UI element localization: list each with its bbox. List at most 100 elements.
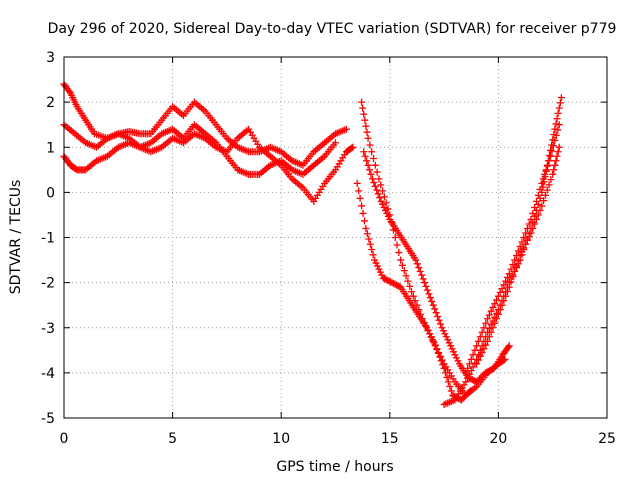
data-point — [522, 240, 530, 248]
data-point — [464, 374, 472, 382]
series-trace-b — [60, 121, 339, 178]
data-point — [516, 252, 524, 260]
data-point — [435, 316, 443, 324]
data-point — [409, 292, 417, 300]
series-trace-c — [60, 125, 357, 205]
data-point — [356, 194, 364, 202]
data-point — [427, 333, 435, 341]
data-point — [428, 297, 436, 305]
data-point — [415, 264, 423, 272]
data-point — [363, 230, 371, 238]
data-point — [538, 202, 546, 210]
data-point — [361, 152, 369, 160]
data-point — [442, 333, 450, 341]
data-point — [349, 143, 357, 151]
data-point — [480, 324, 488, 332]
data-point — [446, 382, 454, 390]
data-point — [482, 319, 490, 327]
data-point — [504, 343, 512, 351]
series-trace-e — [360, 148, 513, 386]
data-point — [478, 349, 486, 357]
data-point — [395, 249, 403, 257]
data-point — [439, 327, 447, 335]
data-point — [551, 136, 559, 144]
data-point — [525, 233, 533, 241]
data-point — [369, 251, 377, 259]
data-point — [553, 152, 561, 160]
data-point — [489, 303, 497, 311]
data-point — [391, 234, 399, 241]
data-point — [423, 324, 431, 332]
data-point — [547, 152, 555, 160]
data-point — [360, 110, 368, 118]
data-point — [438, 324, 446, 332]
data-point — [434, 312, 442, 320]
data-point — [404, 277, 412, 285]
data-point — [534, 191, 542, 199]
data-point — [372, 259, 380, 267]
x-tick-label: 5 — [168, 431, 177, 447]
data-point — [353, 179, 361, 187]
data-point — [538, 179, 546, 187]
data-point — [418, 271, 426, 279]
grid-lines — [64, 57, 607, 418]
data-point — [373, 186, 381, 194]
data-point — [556, 99, 564, 107]
data-point — [491, 300, 499, 308]
data-point — [374, 190, 382, 198]
data-point — [424, 327, 432, 335]
data-point — [467, 355, 475, 363]
data-point — [454, 357, 462, 365]
data-point — [469, 351, 477, 359]
y-tick-label: -3 — [41, 321, 55, 337]
data-point — [498, 301, 506, 309]
plot-frame — [63, 56, 608, 419]
data-point — [370, 179, 378, 187]
data-point — [493, 315, 501, 323]
data-point — [431, 305, 439, 313]
data-point — [348, 144, 356, 152]
data-point — [474, 356, 482, 364]
data-point — [381, 206, 389, 214]
data-point — [365, 235, 373, 243]
data-point — [549, 170, 557, 178]
data-point — [555, 104, 563, 112]
chart-title: Day 296 of 2020, Sidereal Day-to-day VTE… — [48, 21, 617, 37]
data-point — [426, 294, 434, 302]
data-point — [548, 147, 556, 155]
data-point — [439, 361, 447, 369]
data-point — [514, 247, 522, 255]
data-point — [441, 330, 449, 338]
y-tick-label: -4 — [41, 366, 55, 382]
x-tick-label: 20 — [489, 431, 507, 447]
data-point — [550, 166, 558, 174]
data-point — [442, 369, 450, 377]
data-point — [426, 330, 434, 338]
data-point — [371, 256, 379, 264]
data-point — [491, 319, 499, 327]
data-point — [500, 281, 508, 289]
data-point — [503, 273, 511, 281]
data-point — [358, 98, 366, 106]
data-point — [487, 328, 495, 336]
data-point — [534, 211, 542, 219]
data-point — [494, 292, 502, 300]
data-point — [542, 166, 550, 174]
data-point — [450, 348, 458, 356]
data-point — [373, 262, 381, 270]
data-point — [531, 203, 539, 211]
data-point — [397, 256, 405, 264]
data-point — [429, 336, 437, 344]
data-point — [416, 267, 424, 275]
data-point — [422, 282, 430, 290]
data-point — [433, 346, 441, 354]
y-tick-label: -1 — [41, 231, 55, 247]
data-point — [448, 345, 456, 353]
y-tick-label: -5 — [41, 411, 55, 427]
data-point — [469, 363, 477, 371]
data-point — [554, 148, 562, 156]
y-tick-label: -2 — [41, 276, 55, 292]
y-tick-label: 0 — [46, 185, 55, 201]
data-point — [443, 373, 451, 381]
